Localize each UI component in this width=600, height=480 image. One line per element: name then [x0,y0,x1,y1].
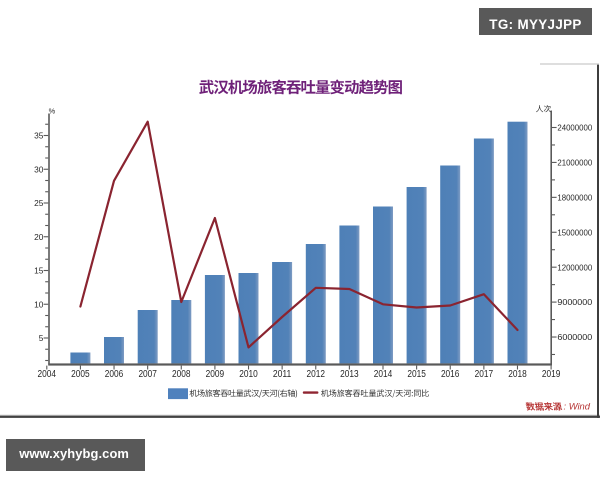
svg-text:2018: 2018 [508,369,527,380]
svg-text:2013: 2013 [340,369,359,380]
svg-text:2009: 2009 [206,369,225,380]
svg-text:2012: 2012 [307,369,326,380]
svg-text:2014: 2014 [374,369,393,380]
svg-text:2006: 2006 [105,369,124,380]
svg-text:2015: 2015 [407,369,426,380]
svg-text:10: 10 [34,299,44,309]
svg-text:2019: 2019 [542,369,561,380]
svg-text:18000000: 18000000 [557,192,592,202]
svg-text:20: 20 [34,232,44,242]
svg-text:9000000: 9000000 [557,297,592,307]
svg-text:12000000: 12000000 [557,262,592,272]
svg-text:: Wind: : Wind [564,401,591,412]
svg-text:35: 35 [34,131,44,141]
svg-text:5: 5 [39,333,44,343]
svg-text:15: 15 [34,266,44,276]
svg-text:2016: 2016 [441,369,460,380]
svg-text:2010: 2010 [239,369,258,380]
svg-text:25: 25 [34,198,44,208]
svg-text:2004: 2004 [38,369,57,380]
svg-text:21000000: 21000000 [557,158,592,168]
svg-text:6000000: 6000000 [557,332,592,342]
svg-text:30: 30 [34,164,44,174]
svg-text:2008: 2008 [172,369,191,380]
svg-text:2011: 2011 [273,369,292,380]
svg-text:15000000: 15000000 [557,227,592,237]
svg-text:24000000: 24000000 [557,123,592,133]
svg-text:2017: 2017 [475,369,494,380]
svg-text:2005: 2005 [71,369,90,380]
svg-text:2007: 2007 [138,369,157,380]
svg-text:%: % [49,106,56,115]
